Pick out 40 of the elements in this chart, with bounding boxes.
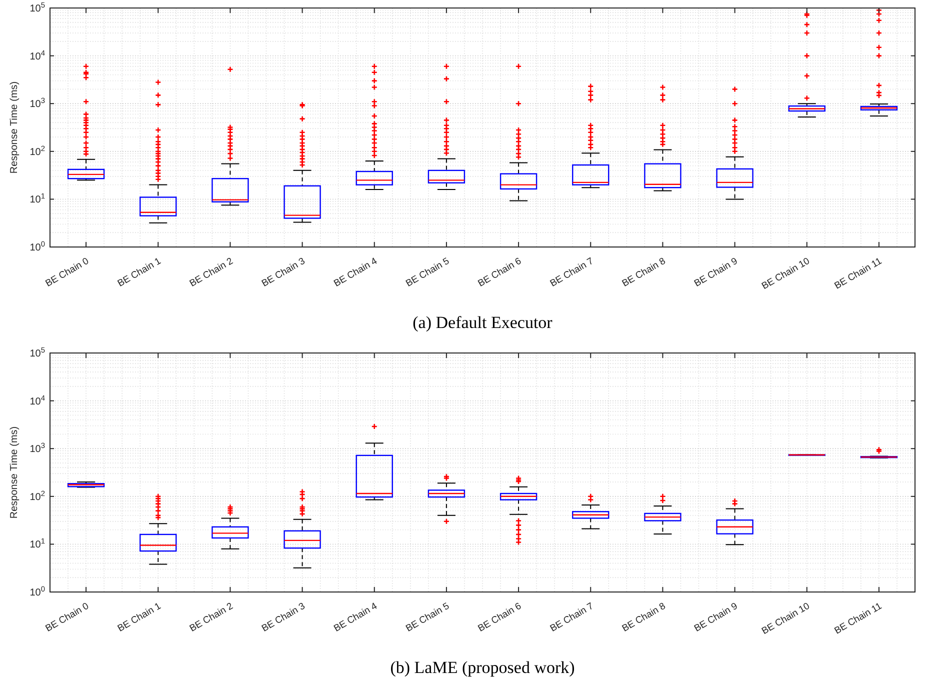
y-tick-label: 10$^{0}$	[30, 239, 45, 254]
x-tick-label: BE Chain 9	[692, 256, 740, 290]
x-tick-label: BE Chain 10	[760, 256, 812, 292]
x-tick-label: BE Chain 3	[260, 256, 308, 290]
y-tick-label: 10$^{0}$	[30, 584, 45, 598]
x-tick-label: BE Chain 9	[692, 600, 740, 634]
y-tick-label: 10$^{4}$	[30, 392, 45, 408]
x-tick-label: BE Chain 4	[332, 256, 380, 290]
y-tick-label: 10$^{5}$	[30, 345, 45, 360]
y-tick-label: 10$^{1}$	[30, 536, 45, 551]
y-tick-label: 10$^{3}$	[30, 96, 45, 110]
x-tick-label: BE Chain 5	[404, 600, 452, 634]
x-tick-label: BE Chain 8	[620, 600, 668, 634]
text: (b) LaME (proposed work)	[390, 658, 575, 677]
x-tick-label: BE Chain 0	[44, 600, 91, 634]
x-tick-label: BE Chain 11	[832, 256, 884, 292]
y-tick-label: 10$^{4}$	[30, 48, 45, 62]
x-tick-label: BE Chain 6	[476, 256, 524, 290]
x-tick-label: BE Chain 5	[404, 256, 452, 290]
x-tick-label: BE Chain 1	[116, 600, 163, 634]
text: (a) Default Executor	[412, 313, 553, 332]
y-tick-label: 10$^{3}$	[30, 440, 45, 456]
y-tick-label: 10$^{1}$	[30, 191, 45, 206]
x-tick-label: BE Chain 10	[760, 600, 812, 638]
x-tick-label: BE Chain 4	[332, 600, 380, 634]
y-tick-label: 10$^{5}$	[30, 0, 45, 14]
x-tick-label: BE Chain 3	[260, 600, 308, 634]
y-tick-label: 10$^{2}$	[30, 143, 45, 158]
y-axis-title: Response Time (ms)	[9, 81, 20, 174]
x-tick-label: BE Chain 0	[44, 256, 91, 290]
y-tick-label: 10$^{2}$	[30, 488, 45, 503]
x-tick-label: BE Chain 11	[832, 600, 884, 637]
y-axis-title: Response Time (ms)	[9, 426, 20, 519]
x-tick-label: BE Chain 6	[476, 600, 524, 634]
x-tick-label: BE Chain 2	[188, 256, 236, 290]
x-tick-label: BE Chain 8	[620, 256, 668, 290]
x-tick-label: BE Chain 7	[548, 256, 596, 290]
x-tick-label: BE Chain 2	[188, 600, 236, 634]
x-tick-label: BE Chain 1	[116, 256, 163, 290]
x-tick-label: BE Chain 7	[548, 600, 596, 634]
